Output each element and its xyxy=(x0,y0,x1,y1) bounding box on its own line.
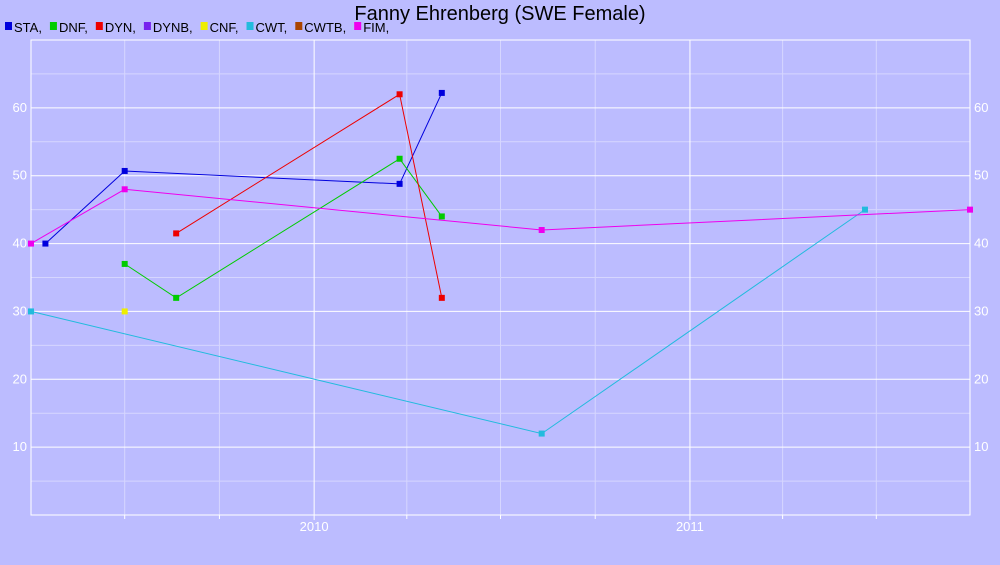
series-fim xyxy=(28,186,973,247)
legend-item-dynb: DYNB, xyxy=(143,20,193,35)
y-tick-label-right: 20 xyxy=(974,371,988,386)
series-dnf xyxy=(121,155,445,301)
data-point-cnf xyxy=(121,308,128,315)
data-point-cwt xyxy=(861,206,868,213)
x-tick-label: 2011 xyxy=(676,519,704,534)
legend-item-cwtb: CWTB, xyxy=(295,20,346,35)
legend-label: CWT, xyxy=(256,20,288,35)
y-tick-label-right: 60 xyxy=(974,100,988,115)
data-point-dyn xyxy=(438,294,445,301)
y-tick-label-right: 10 xyxy=(974,439,988,454)
series-dyn xyxy=(173,91,445,301)
data-point-sta xyxy=(396,180,403,187)
data-point-cwt xyxy=(538,430,545,437)
series-line-sta xyxy=(45,92,443,244)
plot-frame xyxy=(30,39,971,516)
legend-item-cwt: CWT, xyxy=(246,20,288,35)
legend-swatch xyxy=(49,22,57,30)
legend-label: CWTB, xyxy=(304,20,346,35)
axes: 10 10 20 20 30 30 40 40 50 50 60 60 2010 2011 xyxy=(13,39,988,534)
x-tick-label: 2010 xyxy=(300,519,329,534)
series-sta xyxy=(42,89,445,247)
data-point-dyn xyxy=(396,91,403,98)
legend-item-fim: FIM, xyxy=(354,20,389,35)
y-tick-label-left: 30 xyxy=(13,303,27,318)
y-tick-label-right: 50 xyxy=(974,168,988,183)
y-tick-label-left: 50 xyxy=(13,168,27,183)
y-tick-label-right: 30 xyxy=(974,303,988,318)
data-point-fim xyxy=(28,240,34,247)
legend-swatch xyxy=(295,22,303,30)
series-line-dnf xyxy=(124,158,443,299)
series-cwt xyxy=(28,206,868,437)
data-point-cwt xyxy=(28,308,34,315)
chart-title: Fanny Ehrenberg (SWE Female) xyxy=(354,3,645,25)
legend-item-dyn: DYN, xyxy=(95,20,136,35)
legend: STA, DNF, DYN, DYNB, CNF, CWT, CWTB, FIM, xyxy=(5,20,389,35)
data-point-fim xyxy=(538,227,545,233)
data-point-dyn xyxy=(173,230,180,237)
grid xyxy=(31,40,970,515)
y-tick-label-left: 10 xyxy=(13,439,27,454)
data-point-sta xyxy=(42,240,49,247)
y-tick-label-left: 60 xyxy=(13,100,27,115)
data-point-fim xyxy=(121,186,128,193)
data-point-sta xyxy=(438,89,445,96)
legend-item-sta: STA, xyxy=(5,20,42,35)
series-layer xyxy=(28,89,973,437)
legend-label: CNF, xyxy=(210,20,239,35)
legend-item-cnf: CNF, xyxy=(200,20,239,35)
data-point-sta xyxy=(121,167,128,174)
data-point-dnf xyxy=(438,213,445,220)
data-point-dnf xyxy=(396,155,403,162)
y-tick-label-left: 20 xyxy=(13,371,27,386)
legend-label: DNF, xyxy=(59,20,88,35)
legend-swatch xyxy=(200,22,208,30)
legend-label: DYNB, xyxy=(153,20,193,35)
y-tick-label-right: 40 xyxy=(974,236,988,251)
legend-label: STA, xyxy=(14,20,42,35)
y-tick-label-left: 40 xyxy=(13,236,27,251)
legend-label: DYN, xyxy=(105,20,136,35)
data-point-fim xyxy=(967,206,973,213)
series-cnf xyxy=(121,308,128,315)
data-point-dnf xyxy=(121,260,128,267)
legend-swatch xyxy=(246,22,254,30)
series-line-fim xyxy=(30,188,971,245)
legend-label: FIM, xyxy=(363,20,389,35)
legend-swatch xyxy=(95,22,103,30)
legend-swatch xyxy=(143,22,151,30)
legend-item-dnf: DNF, xyxy=(49,20,88,35)
data-point-dnf xyxy=(173,294,180,301)
legend-swatch xyxy=(354,22,362,30)
legend-swatch xyxy=(5,22,12,30)
